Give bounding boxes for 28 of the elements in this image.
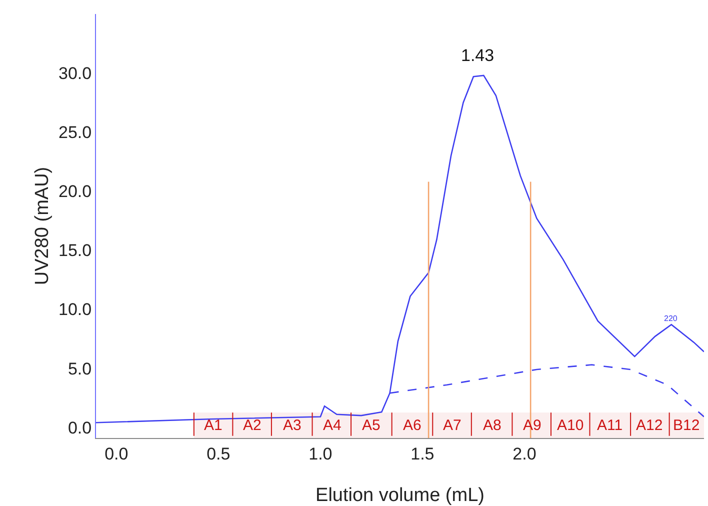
y-tick-label: 0.0	[68, 418, 92, 438]
band-label: A2	[243, 417, 262, 434]
annotation: 220	[664, 314, 678, 323]
annotation: 1.43	[461, 46, 494, 65]
band-label: A5	[362, 417, 380, 434]
band-label: B12	[673, 417, 700, 434]
x-tick-label: 1.5	[410, 444, 434, 464]
band-label: A6	[403, 417, 422, 434]
band-label: A7	[443, 417, 462, 434]
band-label: A11	[597, 417, 623, 434]
x-tick-label: 1.0	[308, 444, 332, 464]
band-label: A8	[483, 417, 502, 434]
band-label: A12	[636, 417, 663, 434]
y-axis-title: UV280 (mAU)	[32, 166, 53, 286]
band-label: A3	[283, 417, 302, 434]
y-tick-label: 30.0	[58, 64, 92, 83]
band-label: A1	[204, 417, 222, 434]
x-tick-label: 2.0	[512, 444, 536, 464]
band-label: A4	[323, 417, 342, 434]
x-tick-label: 0.5	[206, 444, 230, 464]
x-tick-label: 0.0	[104, 444, 128, 464]
y-tick-label: 20.0	[58, 182, 92, 202]
band-label: A10	[557, 417, 584, 434]
y-tick-label: 25.0	[58, 123, 92, 142]
y-tick-label: 5.0	[68, 359, 92, 378]
x-axis-title: Elution volume (mL)	[316, 485, 484, 506]
y-tick-label: 10.0	[58, 300, 92, 320]
y-tick-label: 15.0	[58, 241, 92, 260]
